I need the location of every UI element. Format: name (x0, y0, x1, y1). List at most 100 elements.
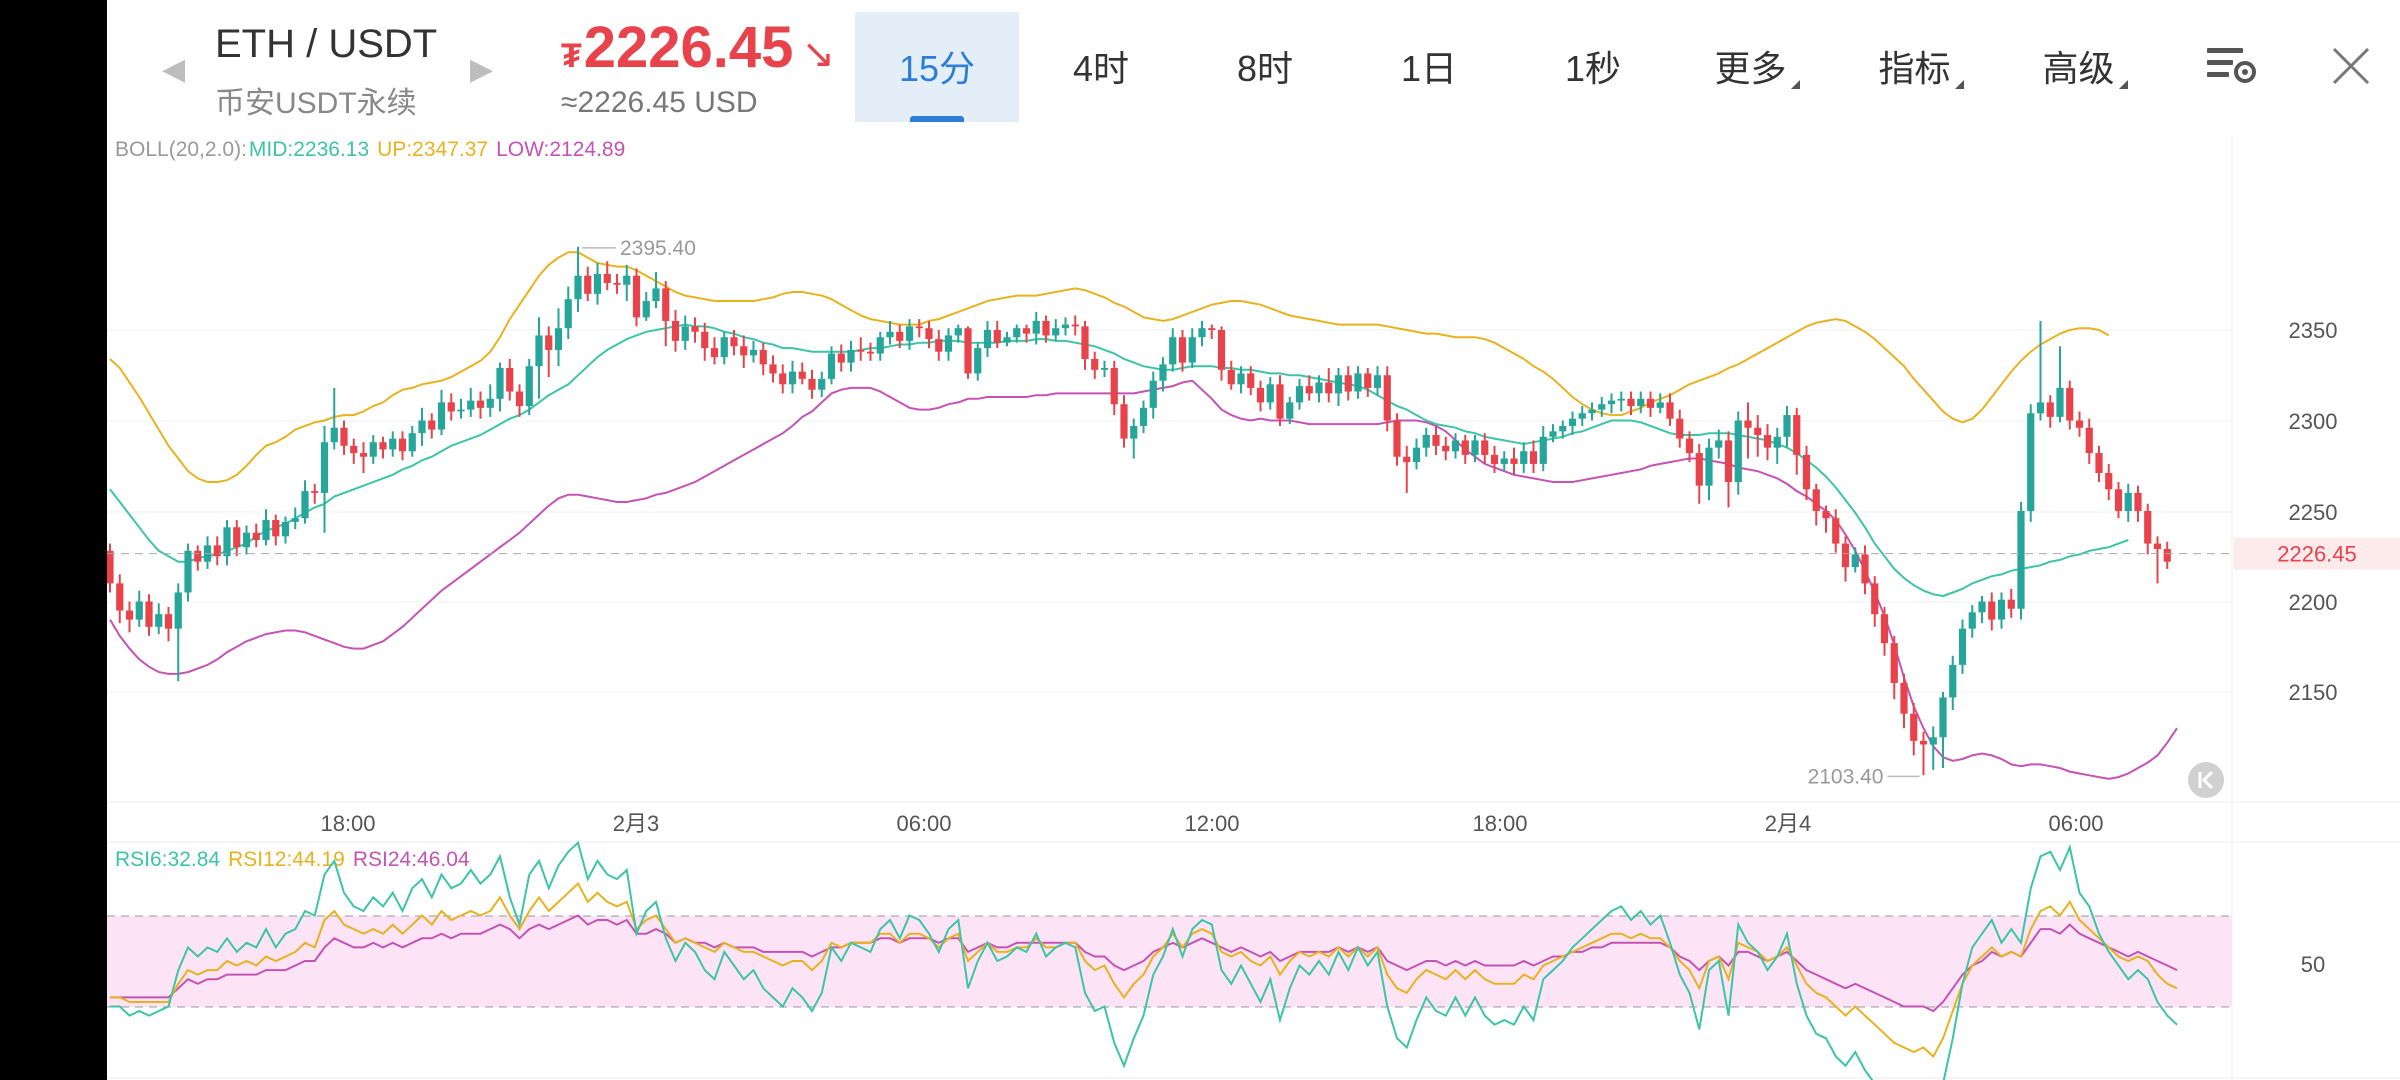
jump-to-latest-button[interactable] (2188, 762, 2224, 798)
candle (272, 514, 280, 546)
price-tick: 2300 (2289, 409, 2338, 434)
candle (1325, 368, 1333, 403)
candle (1061, 317, 1070, 336)
candle (1724, 431, 1733, 508)
tab-15m[interactable]: 15分 (855, 12, 1019, 122)
candle (1705, 438, 1713, 501)
candle (2085, 418, 2093, 464)
candle (1880, 606, 1889, 656)
candle (486, 384, 494, 417)
tab-8h[interactable]: 8时 (1236, 48, 1294, 89)
time-tick: 12:00 (1184, 811, 1239, 836)
candle (1188, 328, 1196, 369)
candle (1637, 391, 1645, 414)
boll-lower-line (109, 379, 2178, 780)
rsi24-value: RSI24:46.04 (352, 848, 470, 871)
candle (1091, 351, 1099, 379)
candle (1071, 315, 1079, 336)
candle (1461, 434, 1469, 464)
boll-mid-value: MID:2236.13 (248, 138, 370, 161)
candle (1451, 433, 1460, 459)
candle (1383, 366, 1391, 432)
candle (476, 391, 485, 419)
tab-1s[interactable]: 1秒 (1564, 48, 1622, 89)
chart-panel: ◀ ETH / USDT 币安USDT永续 ▶ ₮2226.45 ↘ ≈2226.… (107, 0, 2400, 1080)
candle (876, 331, 884, 361)
rsi6-value: RSI6:32.84 (115, 848, 221, 871)
candle (1403, 445, 1411, 493)
candle (1861, 545, 1869, 595)
price-tick: 2250 (2289, 500, 2338, 525)
candle (720, 331, 728, 365)
candle (2153, 536, 2162, 584)
candle (1978, 596, 1986, 624)
candle (1685, 431, 1694, 463)
close-icon[interactable] (2329, 44, 2373, 88)
chart-settings-icon[interactable] (2205, 44, 2259, 86)
candle (1997, 592, 2006, 629)
candle (1656, 393, 1664, 414)
candle (155, 603, 163, 635)
candle (1344, 366, 1352, 401)
candle (1910, 702, 1918, 756)
candle (545, 326, 553, 378)
candle (330, 387, 338, 450)
candle (359, 442, 368, 473)
candle (1237, 366, 1245, 394)
candle (1822, 505, 1830, 533)
next-symbol-arrow-icon[interactable]: ▶ (470, 53, 494, 86)
candle (1208, 324, 1216, 340)
candle (1773, 427, 1781, 464)
candle (1607, 393, 1616, 414)
candle (1617, 391, 1625, 412)
symbol-title[interactable]: ETH / USDT (215, 22, 438, 66)
candle (915, 319, 923, 338)
price-chart[interactable]: 2226.45 2350 2300 2250 2200 2150 50 18:0… (107, 0, 2400, 1080)
candle (1578, 406, 1586, 426)
candle (116, 574, 124, 624)
prev-symbol-arrow-icon[interactable]: ◀ (162, 53, 186, 86)
candle (291, 507, 299, 530)
candle (242, 525, 251, 555)
rsi-legend: RSI6:32.84 RSI12:44.19 RSI24:46.04 (115, 848, 478, 872)
candle (935, 330, 943, 361)
candle (1559, 420, 1567, 439)
time-tick: 06:00 (896, 811, 951, 836)
candle (428, 413, 436, 439)
candle (1120, 395, 1128, 448)
candle (350, 438, 358, 464)
candle (1646, 391, 1655, 417)
candle (320, 425, 329, 533)
candle (194, 545, 202, 571)
candle (1022, 324, 1031, 343)
candle (1832, 509, 1840, 553)
candle (2144, 503, 2152, 555)
candle (603, 261, 611, 291)
dropdown-corner-icon (2118, 80, 2128, 89)
candle (457, 398, 465, 419)
candle (1890, 635, 1898, 700)
candle (1529, 440, 1538, 473)
candle (379, 436, 387, 459)
tab-more[interactable]: 更多 (1675, 12, 1839, 122)
candle (1900, 673, 1908, 729)
candle (2066, 380, 2074, 430)
candle (2124, 483, 2132, 522)
candle (1549, 424, 1557, 443)
candle (1130, 418, 1138, 459)
candle (1052, 319, 1060, 341)
tab-4h[interactable]: 4时 (1072, 48, 1130, 89)
candle (564, 286, 572, 340)
tab-indicators[interactable]: 指标 (1839, 12, 2003, 122)
candle (2105, 463, 2113, 501)
candle (1432, 425, 1440, 455)
candle (1286, 396, 1294, 425)
tab-1d[interactable]: 1日 (1400, 48, 1458, 89)
boll-label: BOLL(20,2.0): (115, 138, 247, 161)
candle (896, 324, 904, 349)
candle (1812, 483, 1820, 526)
candle (1169, 328, 1177, 372)
tab-advanced[interactable]: 高级 (2003, 12, 2167, 122)
current-price-tag-label: 2226.45 (2277, 542, 2357, 567)
candle (2075, 411, 2084, 437)
